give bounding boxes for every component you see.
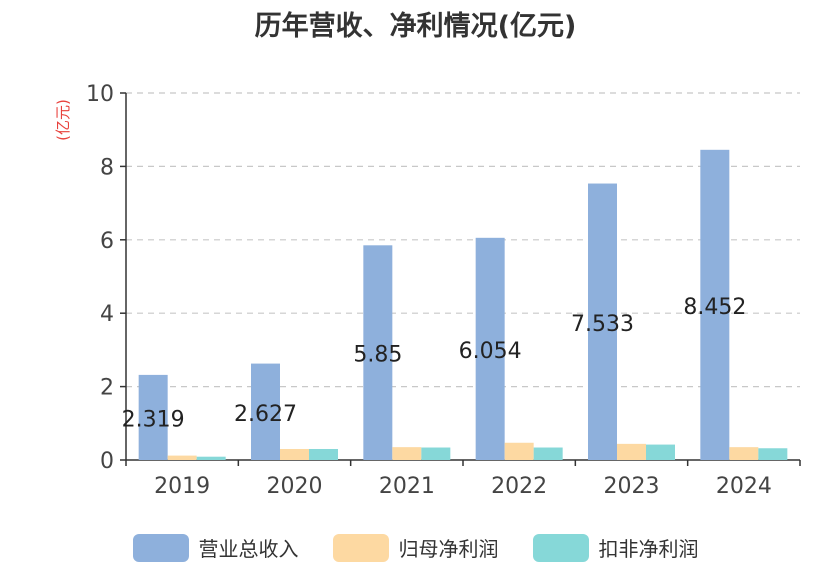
legend-swatch (333, 534, 389, 562)
legend-item-net-profit[interactable]: 归母净利润 (333, 533, 499, 562)
x-tick-label: 2023 (604, 474, 660, 499)
data-label: 8.452 (683, 295, 746, 320)
bar-net-profit (729, 447, 758, 460)
x-tick-label: 2022 (491, 474, 547, 499)
y-axis: 0 2 4 6 8 10 (86, 82, 126, 474)
bar-net-profit (505, 443, 534, 460)
y-tick-label: 4 (100, 302, 114, 327)
bar-deducted-net-profit (646, 445, 675, 460)
data-label: 2.627 (234, 402, 297, 427)
bar-net-profit (392, 447, 421, 460)
legend: 营业总收入 归母净利润 扣非净利润 (0, 533, 831, 562)
legend-item-deducted-net-profit[interactable]: 扣非净利润 (533, 533, 699, 562)
legend-label: 扣非净利润 (599, 533, 699, 562)
data-labels: 2.319 2.627 5.85 6.054 7.533 8.452 (122, 295, 747, 433)
bar-deducted-net-profit (309, 449, 338, 460)
legend-swatch (533, 534, 589, 562)
bar-deducted-net-profit (197, 457, 226, 460)
y-tick-label: 2 (100, 376, 114, 401)
legend-label: 营业总收入 (199, 533, 299, 562)
y-tick-label: 10 (86, 82, 114, 107)
y-tick-label: 0 (100, 449, 114, 474)
x-tick-label: 2021 (379, 474, 435, 499)
bar-net-profit (280, 449, 309, 460)
data-label: 6.054 (459, 339, 522, 364)
x-axis: 2019 2020 2021 2022 2023 2024 (126, 460, 800, 499)
y-tick-label: 8 (100, 155, 114, 180)
data-label: 7.533 (571, 312, 634, 337)
y-axis-label: (亿元) (54, 99, 72, 141)
bar-deducted-net-profit (758, 448, 787, 460)
bar-net-profit (168, 456, 197, 460)
data-label: 2.319 (122, 407, 185, 432)
legend-item-revenue[interactable]: 营业总收入 (133, 533, 299, 562)
bar-deducted-net-profit (421, 448, 450, 460)
y-tick-label: 6 (100, 229, 114, 254)
legend-label: 归母净利润 (399, 533, 499, 562)
x-tick-label: 2020 (267, 474, 323, 499)
legend-swatch (133, 534, 189, 562)
x-tick-label: 2019 (154, 474, 210, 499)
x-tick-label: 2024 (716, 474, 772, 499)
bar-net-profit (617, 444, 646, 460)
data-label: 5.85 (353, 343, 402, 368)
bar-deducted-net-profit (534, 448, 563, 460)
